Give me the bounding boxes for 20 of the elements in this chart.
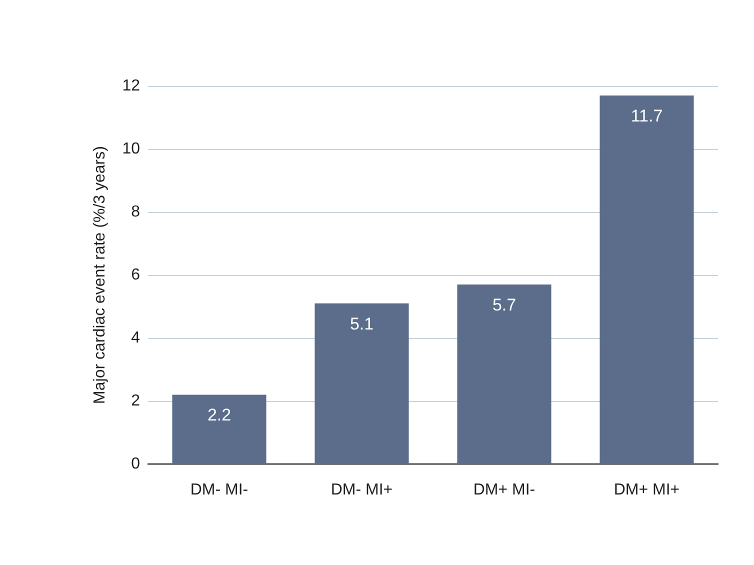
data-label: 11.7 [630,106,663,126]
x-tick-label: DM+ MI- [473,482,536,498]
y-tick-label: 2 [131,392,140,410]
bar [314,303,409,464]
y-tick-label: 12 [122,78,140,94]
data-label: 2.2 [207,406,232,425]
bar [172,394,266,464]
y-tick-label: 6 [131,266,140,284]
bar [457,284,552,464]
bar [600,95,694,464]
x-tick-label: DM+ MI+ [614,482,680,498]
y-axis-title: Major cardiac event rate (%/3 years) [92,146,108,404]
x-tick-label: DM- MI- [190,482,248,498]
x-tick-label: DM- MI+ [330,482,393,498]
y-tick-label: 4 [131,330,140,346]
y-tick-label: 10 [122,140,140,158]
data-label: 5.1 [350,314,374,334]
y-tick-label: 8 [131,204,140,220]
y-tick-label: 0 [131,456,140,472]
data-label: 5.7 [492,295,516,314]
